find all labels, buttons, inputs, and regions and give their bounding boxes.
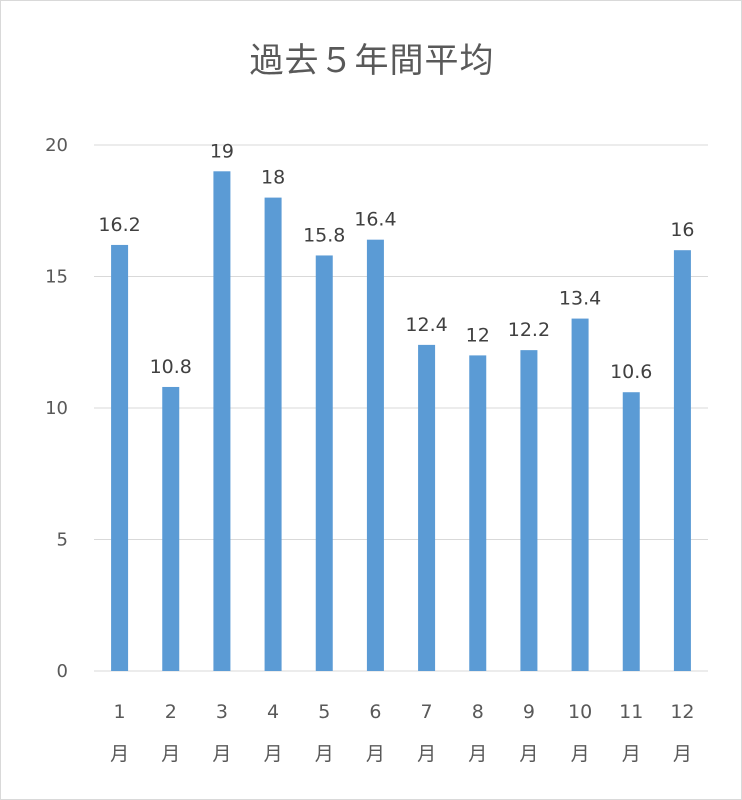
data-label: 13.4	[559, 288, 601, 310]
x-tick-label: 12	[670, 701, 694, 723]
data-label: 12	[466, 324, 490, 346]
x-tick-label-unit: 月	[673, 743, 692, 765]
bar	[264, 197, 282, 671]
data-label: 16.4	[354, 209, 396, 231]
x-tick-label: 6	[369, 701, 381, 723]
data-label: 18	[261, 167, 285, 189]
bar	[418, 344, 436, 671]
y-tick-label: 10	[45, 398, 68, 419]
bar	[162, 386, 180, 671]
chart-title: 過去５年間平均	[249, 41, 495, 81]
bar	[673, 250, 691, 671]
bar	[366, 239, 384, 671]
bar	[520, 350, 538, 671]
x-tick-label-unit: 月	[417, 743, 436, 765]
x-tick-label-unit: 月	[264, 743, 283, 765]
x-tick-label: 4	[267, 701, 279, 723]
x-tick-label: 5	[318, 701, 330, 723]
x-tick-label: 8	[472, 701, 484, 723]
bar	[213, 171, 231, 672]
y-tick-label: 15	[45, 267, 68, 288]
x-tick-label-unit: 月	[622, 743, 641, 765]
data-label: 15.8	[303, 224, 345, 246]
x-tick-label-unit: 月	[110, 743, 129, 765]
y-tick-label: 0	[57, 661, 68, 682]
data-label: 12.4	[405, 314, 447, 336]
x-tick-label: 3	[216, 701, 228, 723]
x-tick-label-unit: 月	[366, 743, 385, 765]
data-label: 19	[210, 140, 234, 162]
bar	[469, 355, 487, 671]
x-tick-label: 2	[165, 701, 177, 723]
x-tick-label-unit: 月	[571, 743, 590, 765]
bar	[622, 392, 640, 671]
x-tick-label-unit: 月	[468, 743, 487, 765]
x-tick-label: 10	[568, 701, 592, 723]
x-tick-label-unit: 月	[519, 743, 538, 765]
x-tick-label: 11	[619, 701, 643, 723]
x-tick-label-unit: 月	[212, 743, 231, 765]
x-tick-label: 9	[523, 701, 535, 723]
bar	[315, 255, 333, 671]
bar	[571, 318, 589, 671]
x-tick-label-unit: 月	[315, 743, 334, 765]
data-label: 16	[670, 219, 694, 241]
y-tick-label: 5	[57, 530, 68, 551]
data-label: 10.8	[150, 356, 192, 378]
x-tick-label: 1	[114, 701, 126, 723]
y-tick-label: 20	[45, 135, 68, 156]
x-tick-label: 7	[421, 701, 433, 723]
data-label: 16.2	[98, 214, 140, 236]
bar	[111, 244, 129, 671]
data-label: 12.2	[508, 319, 550, 341]
x-tick-label-unit: 月	[161, 743, 180, 765]
data-label: 10.6	[610, 361, 652, 383]
